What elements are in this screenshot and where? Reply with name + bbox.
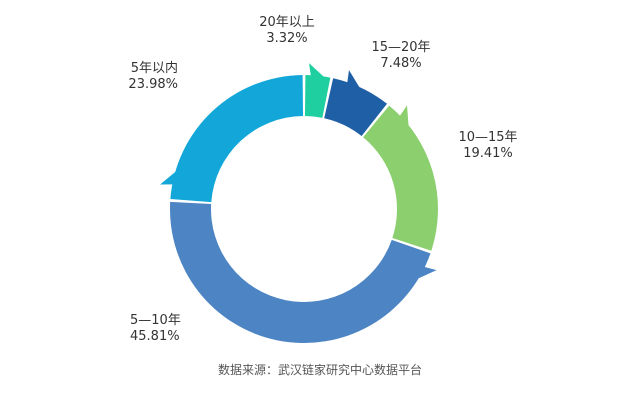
label-5-10-value: 45.81%: [130, 329, 180, 344]
pointer-under-5: [160, 170, 177, 185]
slice-10-15: [363, 105, 438, 251]
pointer-10-15: [399, 105, 409, 127]
slice-under-5: [170, 75, 304, 203]
slice-15-20: [324, 78, 388, 136]
pointer-15-20: [347, 70, 361, 89]
pointer-20-plus: [309, 63, 325, 78]
data-source-note: 数据来源：武汉链家研究中心数据平台: [217, 363, 422, 377]
label-5-10: 5—10年 45.81%: [130, 313, 181, 345]
label-15-20: 15—20年 7.48%: [362, 40, 440, 72]
label-10-15-name: 10—15年: [458, 130, 518, 145]
slice-20-plus: [304, 75, 331, 118]
pointer-5-10: [417, 266, 437, 279]
label-10-15: 10—15年 19.41%: [452, 130, 524, 162]
label-20-plus-name: 20年以上: [259, 15, 315, 30]
label-under-5-name: 5年以内: [130, 61, 178, 76]
label-15-20-value: 7.48%: [380, 56, 422, 71]
label-under-5: 5年以内 23.98%: [100, 61, 178, 93]
slice-5-10: [170, 201, 431, 343]
label-5-10-name: 5—10年: [130, 313, 181, 328]
label-20-plus: 20年以上 3.32%: [253, 15, 321, 47]
label-under-5-value: 23.98%: [128, 77, 178, 92]
label-10-15-value: 19.41%: [463, 146, 513, 161]
label-20-plus-value: 3.32%: [266, 31, 308, 46]
label-15-20-name: 15—20年: [371, 40, 431, 55]
